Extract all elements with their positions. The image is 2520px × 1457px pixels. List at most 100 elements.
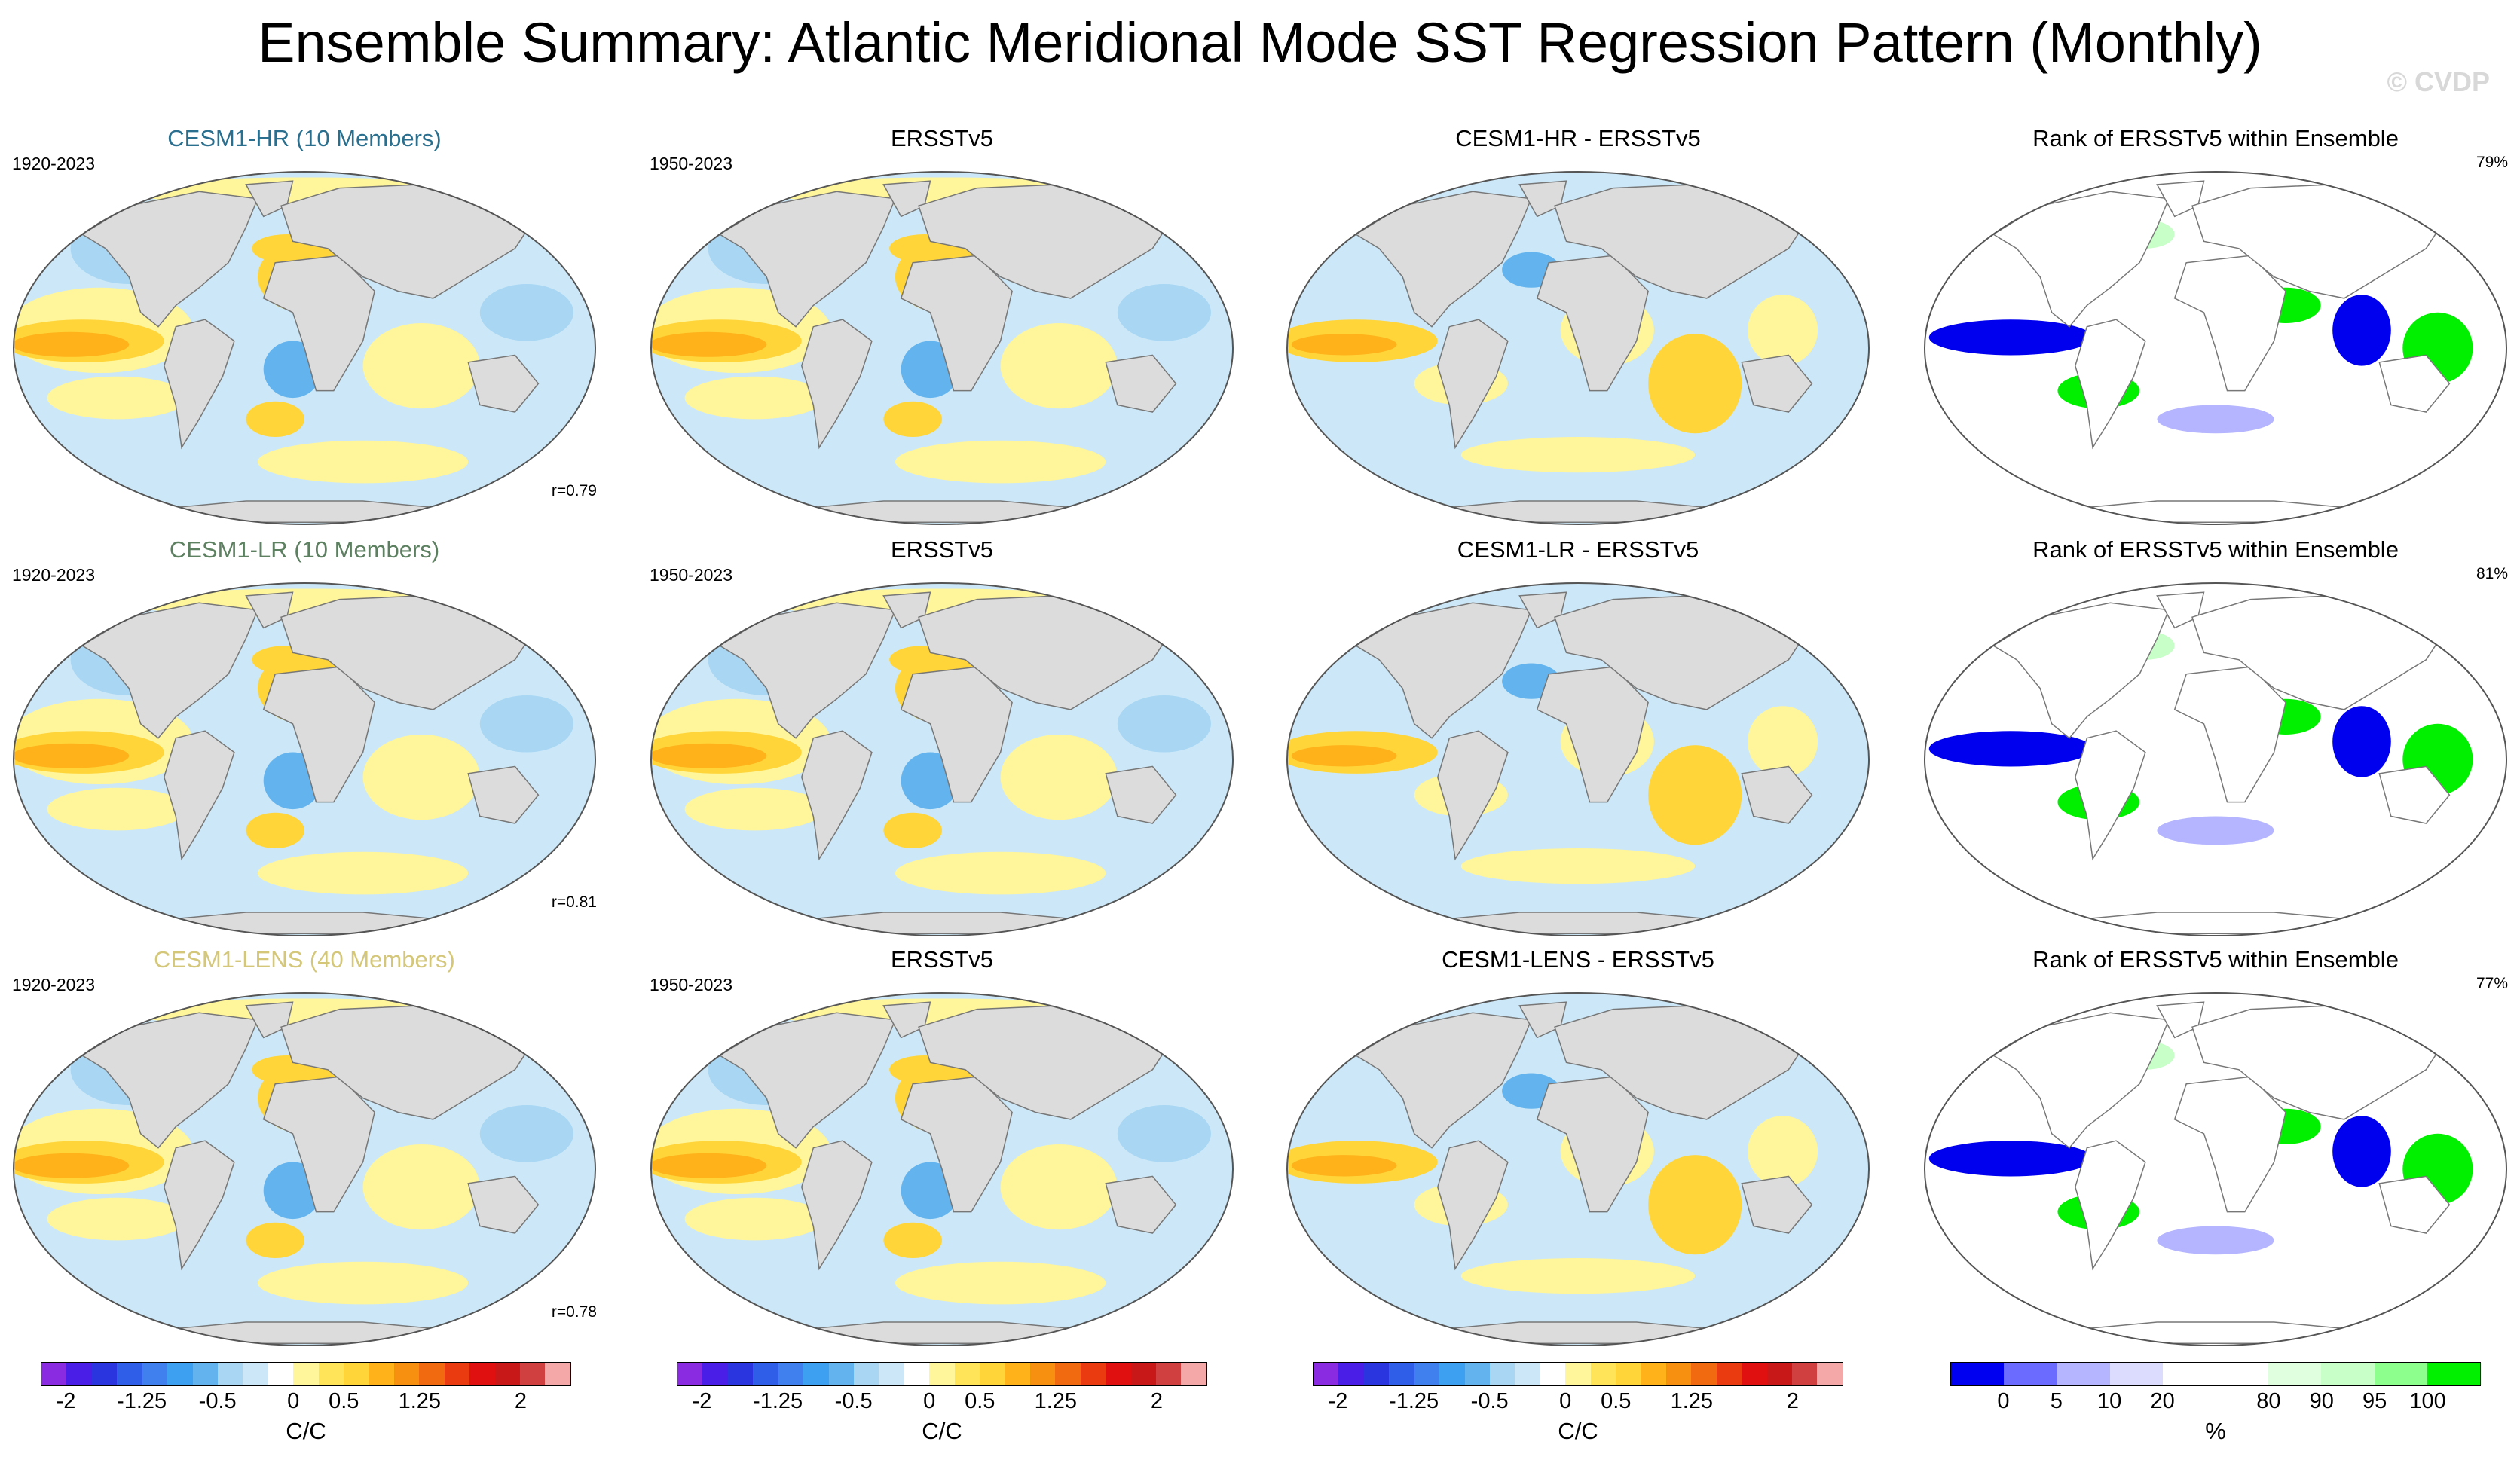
colorbar-swatch: [142, 1363, 168, 1385]
colorbar-swatch: [727, 1363, 754, 1385]
colorbar-swatch: [1363, 1363, 1390, 1385]
colorbar-tick-label: 1.25: [1034, 1389, 1078, 1413]
colorbar-tick-label: 2: [514, 1389, 528, 1413]
colorbar-tick-label: -1.25: [117, 1389, 167, 1413]
obs-map: [650, 991, 1234, 1351]
colorbar-tick-label: 80: [2256, 1389, 2281, 1413]
colorbar-swatch: [469, 1363, 495, 1385]
colorbar-swatch: [929, 1363, 955, 1385]
panel-diff-row3: CESM1-LENS - ERSSTv5: [1274, 946, 1882, 1353]
colorbar-swatch: [803, 1363, 829, 1385]
panel-rank-row2: Rank of ERSSTv5 within Ensemble 81%: [1911, 536, 2520, 943]
land-australia: [2378, 1175, 2451, 1234]
colorbar-swatch: [1641, 1363, 1666, 1385]
colorbar-swatch: [1951, 1363, 2005, 1385]
land-africa: [1536, 666, 1649, 803]
colorbar-swatch: [1665, 1363, 1692, 1385]
colorbar-swatch: [1080, 1363, 1106, 1385]
land-samerica: [1437, 319, 1509, 450]
land-australia: [1105, 765, 1177, 824]
panel-title: ERSSTv5: [890, 125, 994, 151]
colorbar-swatch: [1389, 1363, 1414, 1385]
model-map: [12, 582, 597, 941]
colorbar-unit-label: C/C: [286, 1418, 326, 1444]
land-africa: [1536, 255, 1649, 392]
colorbar-swatch: [677, 1363, 703, 1385]
colorbar-tick-label: 100: [2409, 1389, 2446, 1413]
period-label: 1950-2023: [650, 565, 732, 585]
land-samerica: [2075, 319, 2146, 450]
land-australia: [467, 765, 540, 824]
colorbar-unit-label: %: [2205, 1418, 2226, 1444]
correlation-label: r=0.81: [551, 893, 597, 911]
rank-percent-label: 79%: [2476, 154, 2508, 171]
colorbar-swatch: [1414, 1363, 1440, 1385]
land-samerica: [164, 1140, 235, 1271]
sst-colorbar: -2 -1.25 -0.5 0 0.5 1.25 2 C/C: [1313, 1362, 1843, 1452]
land-africa: [1536, 1076, 1649, 1213]
land-samerica: [801, 319, 873, 450]
panel-title: ERSSTv5: [890, 946, 994, 973]
rank-percent-label: 81%: [2476, 565, 2508, 582]
colorbar-swatch: [1515, 1363, 1540, 1385]
colorbar-swatch: [1338, 1363, 1364, 1385]
colorbar-tick-label: -1.25: [753, 1389, 803, 1413]
colorbar-unit-label: C/C: [1558, 1418, 1598, 1444]
colorbar-swatch: [1106, 1363, 1131, 1385]
colorbar-swatch: [1029, 1363, 1056, 1385]
land-samerica: [1437, 1140, 1509, 1271]
panel-title: CESM1-LR (10 Members): [169, 536, 440, 563]
panel-obs-row1: ERSSTv5 1950-2023: [638, 125, 1246, 532]
colorbar-tick-label: 0: [1559, 1389, 1572, 1413]
colorbar-swatch: [393, 1363, 420, 1385]
colorbar-swatch: [243, 1363, 268, 1385]
colorbar-tick-label: 10: [2097, 1389, 2122, 1413]
colorbar-swatch: [1766, 1363, 1793, 1385]
colorbar-tick-label: 95: [2362, 1389, 2387, 1413]
land-australia: [467, 354, 540, 413]
land-africa: [900, 1076, 1013, 1213]
colorbar-swatch: [2374, 1363, 2427, 1385]
colorbar-tick-label: -0.5: [198, 1389, 237, 1413]
panel-obs-row2: ERSSTv5 1950-2023: [638, 536, 1246, 943]
colorbar-swatch: [1817, 1363, 1843, 1385]
colorbar-tick-label: 5: [2050, 1389, 2063, 1413]
colorbar-swatch: [904, 1363, 930, 1385]
period-label: 1920-2023: [12, 565, 95, 585]
colorbar-swatch: [1616, 1363, 1641, 1385]
colorbar-swatch: [702, 1363, 728, 1385]
colorbar-swatch: [954, 1363, 980, 1385]
panel-rank-row3: Rank of ERSSTv5 within Ensemble 77%: [1911, 946, 2520, 1353]
colorbar-swatch: [419, 1363, 445, 1385]
sst-colorbar: -2 -1.25 -0.5 0 0.5 1.25 2 C/C: [677, 1362, 1207, 1452]
land-australia: [2378, 354, 2451, 413]
panel-diff-row1: CESM1-HR - ERSSTv5: [1274, 125, 1882, 532]
rank-map: [1923, 170, 2508, 530]
colorbar-swatch: [1590, 1363, 1616, 1385]
diff-map: [1286, 991, 1870, 1351]
colorbar-swatch: [1742, 1363, 1767, 1385]
model-map: [12, 170, 597, 530]
colorbar-tick-label: -2: [1328, 1389, 1348, 1413]
colorbar-swatch: [2057, 1363, 2110, 1385]
panel-model-row3: CESM1-LENS (40 Members) 1920-2023 r=0.78: [0, 946, 609, 1353]
colorbar-swatch: [545, 1363, 570, 1385]
panel-title: CESM1-HR - ERSSTv5: [1455, 125, 1701, 151]
land-samerica: [801, 730, 873, 861]
figure-title: Ensemble Summary: Atlantic Meridional Mo…: [258, 11, 2262, 74]
panel-rank-row1: Rank of ERSSTv5 within Ensemble 79%: [1911, 125, 2520, 532]
land-samerica: [164, 730, 235, 861]
land-samerica: [164, 319, 235, 450]
land-australia: [1741, 1175, 1813, 1234]
colorbar-tick-label: -1.25: [1389, 1389, 1439, 1413]
land-samerica: [1437, 730, 1509, 861]
land-africa: [2173, 666, 2286, 803]
colorbar-tick-label: -0.5: [834, 1389, 873, 1413]
period-label: 1950-2023: [650, 975, 732, 994]
colorbar-tick-label: 0: [1997, 1389, 2010, 1413]
colorbar-swatch: [879, 1363, 904, 1385]
colorbar-swatch: [520, 1363, 546, 1385]
colorbar-swatch: [1181, 1363, 1206, 1385]
colorbar-swatch: [494, 1363, 521, 1385]
land-africa: [262, 1076, 375, 1213]
